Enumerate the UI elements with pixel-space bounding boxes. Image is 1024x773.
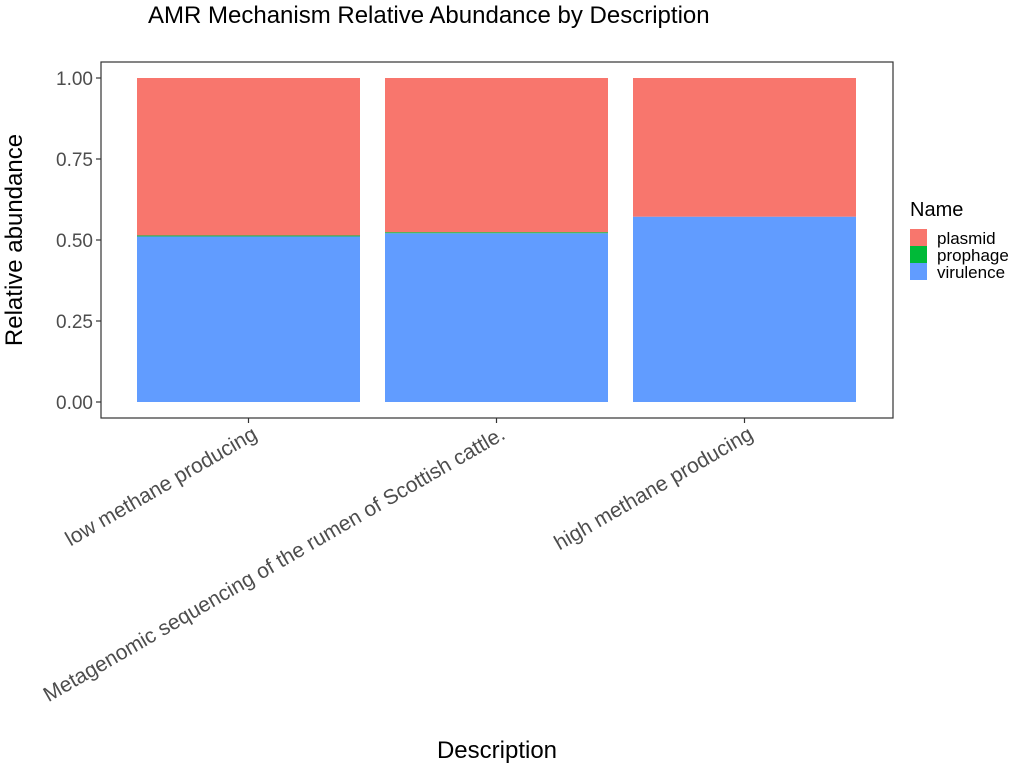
- legend-key-prophage: [910, 246, 927, 263]
- bar-plasmid-0: [137, 78, 360, 236]
- legend-label-plasmid: plasmid: [937, 229, 996, 248]
- bar-virulence-2: [633, 216, 856, 402]
- x-tick-label: Metagenomic sequencing of the rumen of S…: [40, 422, 509, 706]
- y-axis-title: Relative abundance: [1, 134, 28, 346]
- bar-virulence-0: [137, 236, 360, 402]
- y-tick-label: 0.00: [56, 393, 93, 414]
- x-axis-title: Description: [437, 737, 557, 764]
- bar-prophage-0: [137, 235, 360, 237]
- legend-label-prophage: prophage: [937, 246, 1009, 265]
- y-tick-label: 1.00: [56, 69, 93, 90]
- bar-plasmid-1: [385, 78, 608, 233]
- y-axis: 0.00 0.25 0.50 0.75 1.00: [56, 69, 101, 414]
- bar-prophage-1: [385, 232, 608, 234]
- legend-label-virulence: virulence: [937, 263, 1005, 282]
- x-tick-label: low methane producing: [61, 422, 261, 550]
- legend-key-plasmid: [910, 229, 927, 246]
- y-tick-label: 0.50: [56, 231, 93, 252]
- bar-plasmid-2: [633, 78, 856, 217]
- bars-group: [137, 78, 856, 402]
- x-tick-label: high methane producing: [550, 422, 757, 555]
- legend-title: Name: [910, 199, 963, 221]
- legend-key-virulence: [910, 263, 927, 280]
- y-tick-label: 0.25: [56, 312, 93, 333]
- bar-virulence-1: [385, 233, 608, 402]
- y-tick-label: 0.75: [56, 150, 93, 171]
- chart-title: AMR Mechanism Relative Abundance by Desc…: [148, 2, 710, 29]
